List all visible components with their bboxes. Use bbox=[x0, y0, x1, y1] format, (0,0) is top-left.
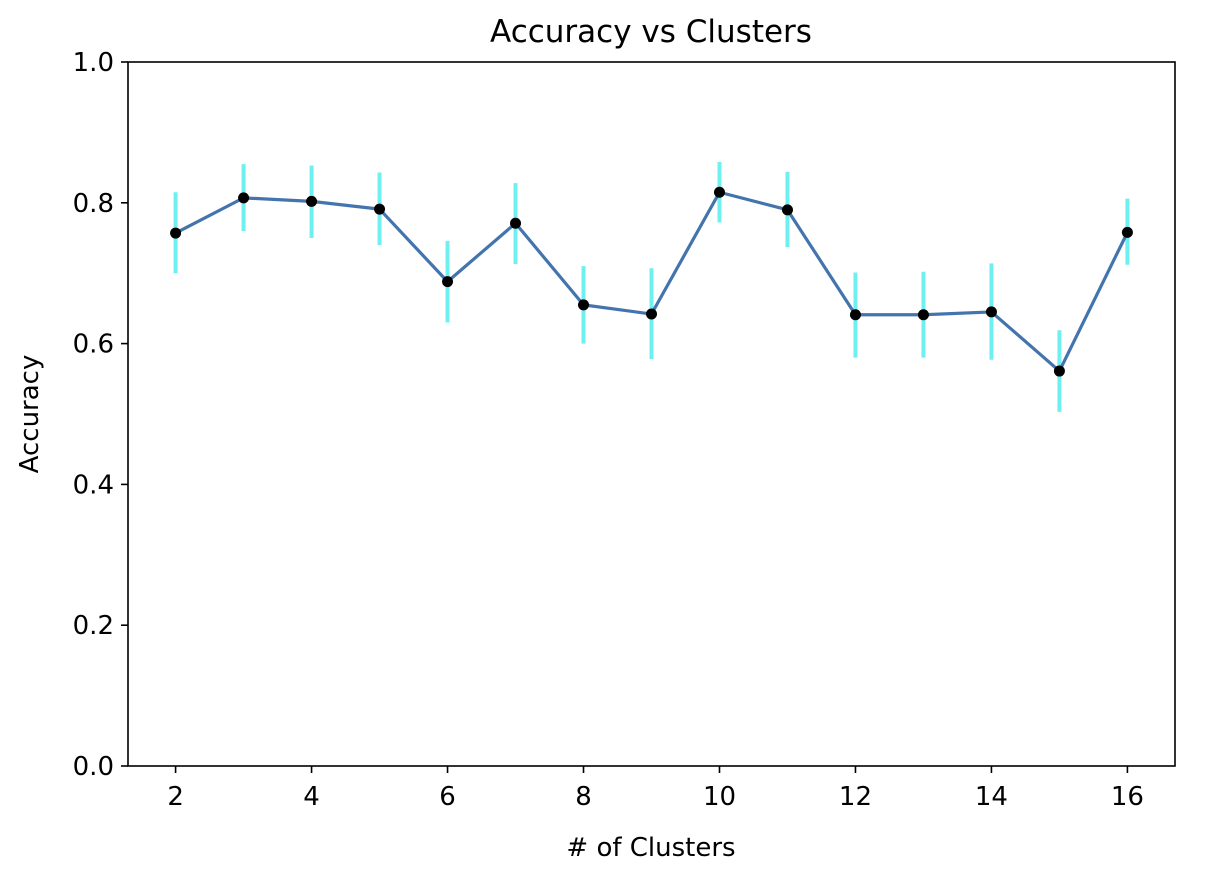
y-tick-label: 0.8 bbox=[73, 189, 114, 219]
data-point bbox=[781, 204, 793, 216]
y-tick-label: 0.0 bbox=[73, 752, 114, 782]
x-axis-ticks: 2 4 6 8 10 12 14 16 bbox=[167, 766, 1144, 812]
y-tick-label: 0.2 bbox=[73, 611, 114, 641]
data-points bbox=[170, 186, 1133, 377]
data-point bbox=[238, 192, 250, 204]
y-tick-label: 1.0 bbox=[73, 48, 114, 78]
y-tick-label: 0.4 bbox=[73, 470, 114, 500]
data-point bbox=[374, 203, 386, 215]
data-point bbox=[985, 306, 997, 318]
data-point bbox=[1121, 226, 1133, 238]
x-tick-label: 16 bbox=[1111, 782, 1144, 812]
x-tick-label: 14 bbox=[975, 782, 1008, 812]
x-tick-label: 2 bbox=[167, 782, 184, 812]
data-point bbox=[1053, 365, 1065, 377]
y-axis-ticks: 0.0 0.2 0.4 0.6 0.8 1.0 bbox=[73, 48, 128, 782]
x-tick-label: 8 bbox=[575, 782, 592, 812]
axes-frame bbox=[127, 61, 1176, 767]
x-tick-label: 10 bbox=[703, 782, 736, 812]
y-tick-label: 0.6 bbox=[73, 330, 114, 360]
plot-area bbox=[170, 161, 1133, 412]
data-point bbox=[306, 195, 318, 207]
chart-title: Accuracy vs Clusters bbox=[490, 14, 812, 50]
data-point bbox=[917, 309, 929, 321]
data-point bbox=[849, 309, 861, 321]
data-point bbox=[170, 227, 182, 239]
data-point bbox=[442, 276, 454, 288]
x-tick-label: 12 bbox=[839, 782, 872, 812]
data-point bbox=[510, 217, 522, 229]
y-axis-title: Accuracy bbox=[15, 355, 45, 474]
data-point bbox=[578, 299, 590, 311]
data-point bbox=[713, 186, 725, 198]
data-point bbox=[646, 308, 657, 320]
x-axis-title: # of Clusters bbox=[566, 833, 735, 863]
x-tick-label: 6 bbox=[439, 782, 456, 812]
x-tick-label: 4 bbox=[303, 782, 320, 812]
